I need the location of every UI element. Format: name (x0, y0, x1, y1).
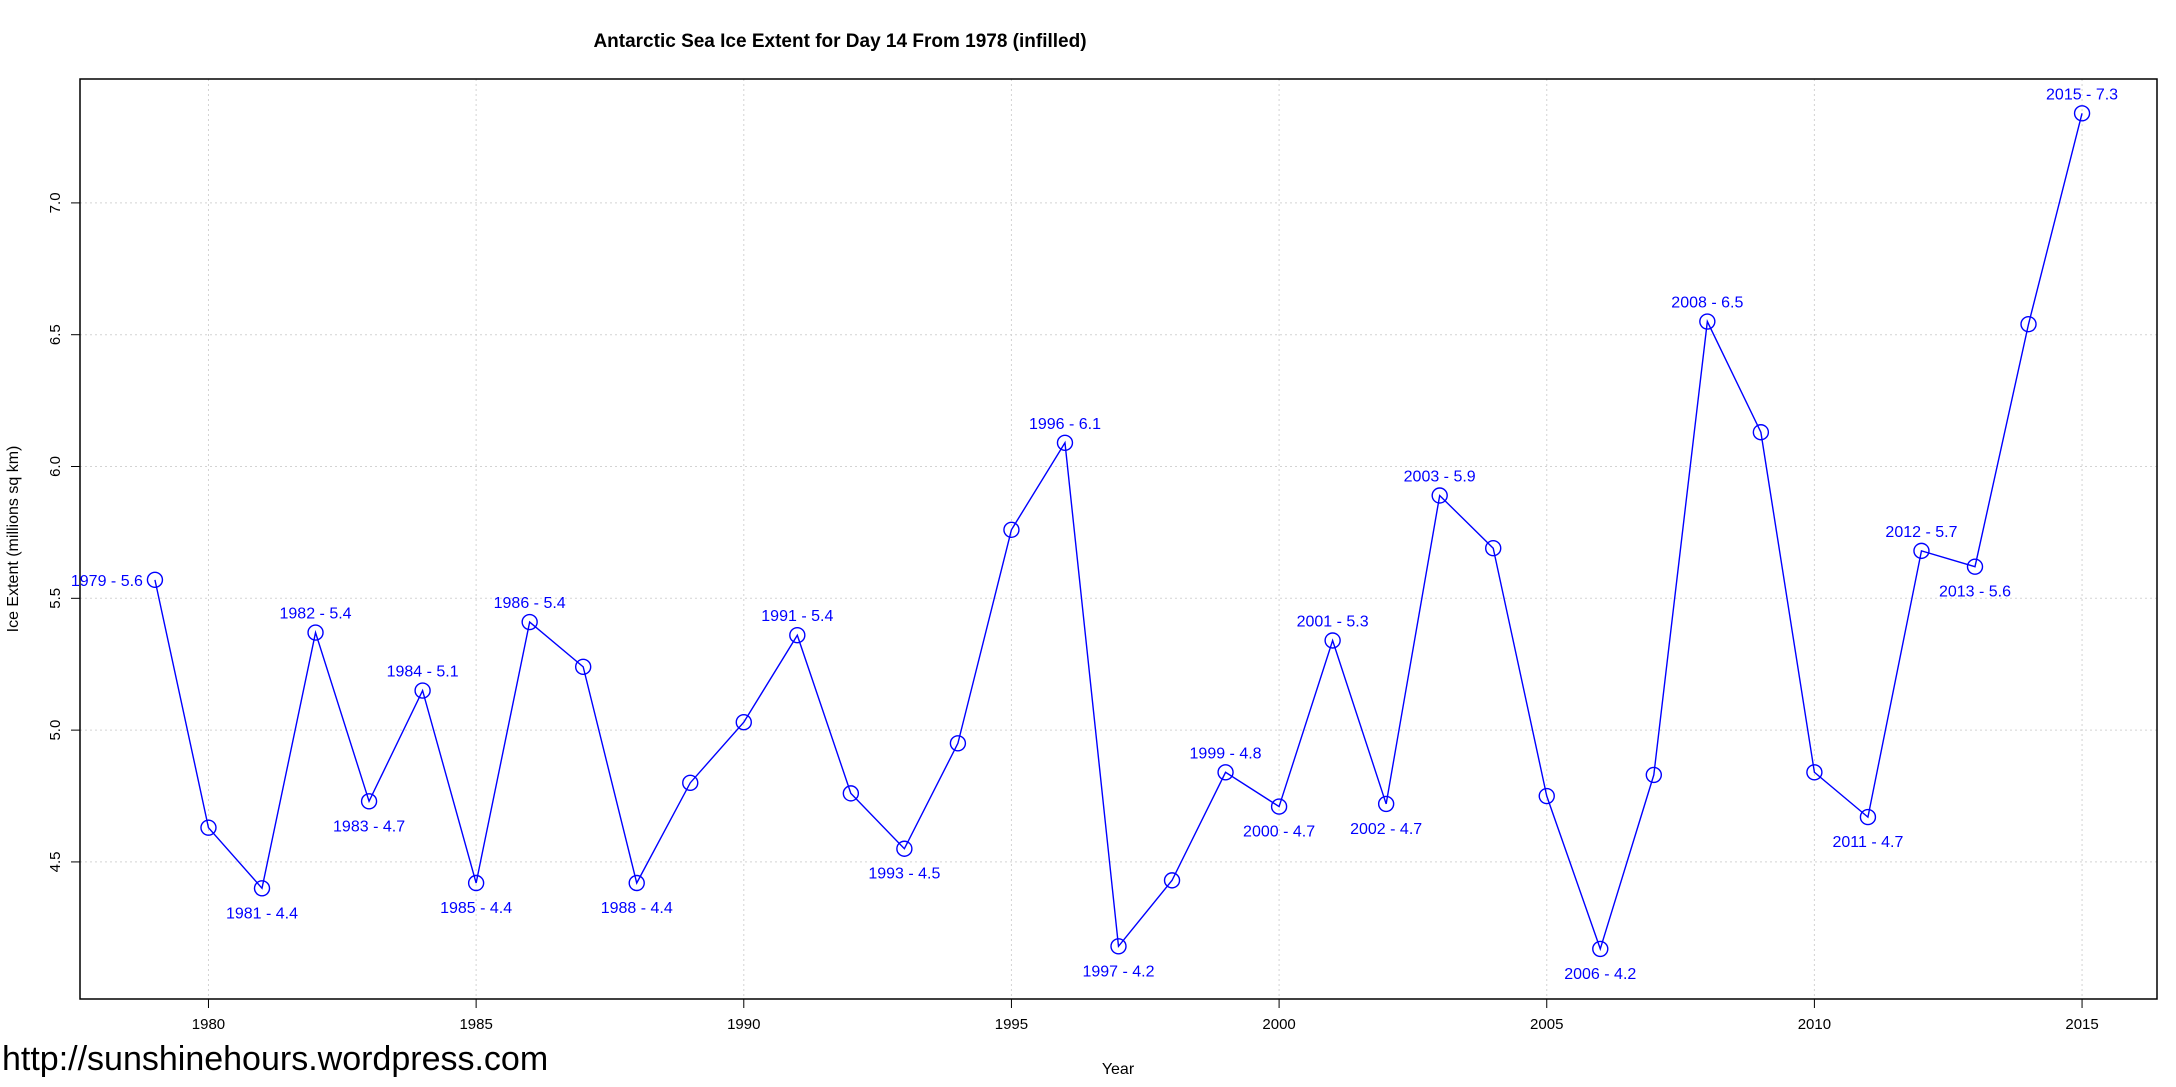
data-point (360, 793, 378, 810)
point-label: 2011 - 4.7 (1832, 834, 1903, 851)
point-label: 1983 - 4.7 (333, 818, 405, 835)
data-point (1270, 798, 1288, 815)
data-point (735, 714, 752, 731)
data-point (200, 819, 217, 836)
point-labels: 1979 - 5.6 1981 - 4.4 1982 - 5.4 1983 - 4.7… (71, 86, 2118, 983)
plot-frame (79, 78, 2158, 1000)
point-label: 1981 - 4.4 (226, 905, 298, 922)
point-label: 2012 - 5.7 (1885, 524, 1957, 541)
point-label: 2008 - 6.5 (1671, 295, 1743, 312)
x-tick-label: 1985 (459, 1016, 492, 1033)
data-point (1217, 764, 1234, 781)
point-label: 1986 - 5.4 (494, 595, 566, 612)
data-point (1806, 764, 1823, 781)
y-axis-label: Ice Extent (millions sq km) (5, 446, 22, 633)
watermark-url: http://sunshinehours.wordpress.com (2, 1040, 549, 1078)
y-tick-label: 6.5 (47, 324, 64, 345)
data-point (1110, 938, 1127, 955)
data-point (467, 874, 485, 892)
point-label: 1999 - 4.8 (1190, 745, 1262, 762)
data-point (2073, 105, 2091, 122)
y-tick-label: 5.5 (47, 588, 64, 609)
point-label: 1988 - 4.4 (601, 900, 673, 917)
point-label: 1993 - 4.5 (868, 866, 940, 883)
point-label: 2002 - 4.7 (1350, 821, 1422, 838)
point-label: 1991 - 5.4 (761, 608, 833, 625)
data-point (1699, 313, 1716, 330)
point-label: 2000 - 4.7 (1243, 824, 1315, 841)
data-point (253, 880, 271, 897)
data-point (628, 874, 645, 892)
data-point (1913, 542, 1930, 560)
point-label: 1984 - 5.1 (387, 664, 459, 681)
point-label: 2001 - 5.3 (1297, 613, 1369, 630)
x-axis: 1980 1985 1990 1995 2000 2005 2010 2015 (192, 999, 2099, 1033)
data-point (146, 571, 164, 589)
point-label: 1996 - 6.1 (1029, 416, 1101, 433)
point-label: 2015 - 7.3 (2046, 86, 2118, 103)
data-point (1056, 434, 1074, 451)
x-tick-label: 1990 (727, 1016, 760, 1033)
series-polyline (154, 113, 2083, 952)
x-tick-label: 2010 (1798, 1016, 1831, 1033)
data-point (414, 682, 431, 699)
y-axis: 4.5 5.0 5.5 6.0 6.5 7.0 (47, 192, 80, 872)
data-point (789, 627, 806, 644)
y-tick-label: 7.0 (47, 192, 64, 213)
point-label: 2003 - 5.9 (1404, 469, 1476, 486)
x-tick-label: 2000 (1262, 1016, 1295, 1033)
data-point (1377, 795, 1395, 813)
data-point (574, 658, 592, 676)
point-label: 2006 - 4.2 (1564, 966, 1636, 983)
x-tick-label: 2005 (1530, 1016, 1563, 1033)
data-point (1163, 872, 1181, 889)
data-point (521, 613, 538, 631)
point-label: 2013 - 5.6 (1939, 584, 2011, 601)
data-point (1538, 787, 1555, 805)
data-point (842, 785, 860, 802)
point-label: 1985 - 4.4 (440, 900, 512, 917)
data-point (1431, 487, 1448, 504)
data-point (2020, 315, 2037, 333)
x-tick-label: 1995 (995, 1016, 1028, 1033)
point-label: 1979 - 5.6 (71, 573, 143, 590)
series-line (146, 105, 2091, 958)
data-point (1966, 558, 1984, 575)
data-point (682, 774, 699, 792)
data-point (949, 735, 967, 752)
data-point (896, 840, 913, 857)
data-point (1645, 766, 1663, 784)
data-point (1859, 808, 1877, 826)
y-tick-label: 5.0 (47, 720, 64, 741)
x-axis-label: Year (1102, 1061, 1135, 1078)
data-point (1752, 424, 1770, 441)
y-tick-label: 4.5 (47, 851, 64, 872)
data-point (307, 624, 324, 641)
point-label: 1997 - 4.2 (1082, 963, 1154, 980)
x-tick-label: 2015 (2065, 1016, 2098, 1033)
y-tick-label: 6.0 (47, 456, 64, 477)
data-point (1485, 540, 1502, 557)
chart-title: Antarctic Sea Ice Extent for Day 14 From… (593, 31, 1086, 52)
point-label: 1982 - 5.4 (280, 606, 352, 623)
x-tick-label: 1980 (192, 1016, 225, 1033)
data-point (1324, 632, 1341, 649)
data-point (1592, 940, 1609, 958)
data-point (1003, 521, 1020, 538)
grid-lines (80, 79, 2157, 999)
